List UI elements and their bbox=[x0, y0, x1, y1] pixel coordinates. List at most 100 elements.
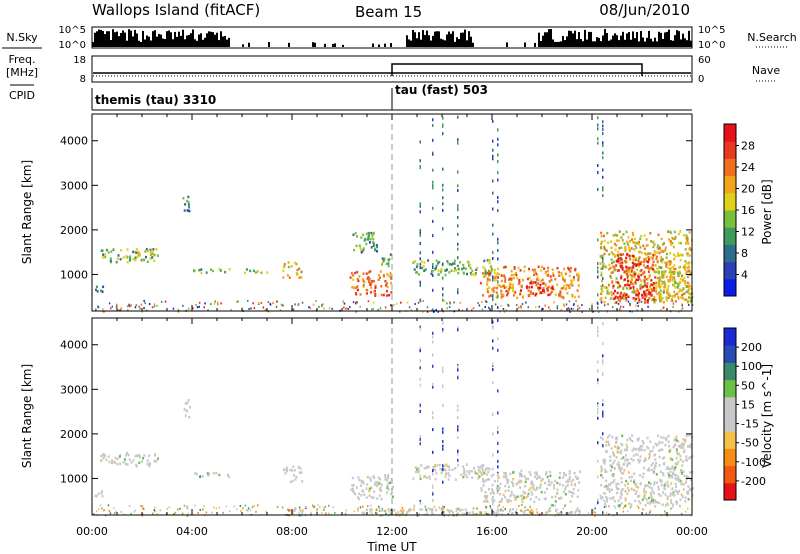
velocity-speckle-cell bbox=[516, 508, 518, 511]
velocity-speckle-cell bbox=[670, 507, 672, 510]
velocity-echo-cell bbox=[360, 480, 363, 484]
power-speckle-cell bbox=[280, 303, 283, 306]
velocity-speckle-cell bbox=[387, 509, 390, 512]
power-echo-cell bbox=[300, 276, 303, 279]
power-echo-cell bbox=[669, 262, 672, 265]
nsky-bar bbox=[664, 32, 666, 47]
power-echo-cell bbox=[627, 246, 630, 249]
power-streak-cell bbox=[492, 251, 494, 255]
velocity-echo-cell bbox=[637, 437, 640, 441]
power-echo-cell bbox=[350, 272, 353, 275]
power-echo-cell bbox=[609, 274, 612, 278]
power-echo-cell bbox=[573, 276, 575, 279]
power-echo-cell bbox=[687, 261, 690, 264]
nsky-bar bbox=[184, 39, 186, 47]
power-echo-cell bbox=[673, 279, 676, 282]
velocity-echo-cell bbox=[567, 512, 570, 515]
power-echo-cell bbox=[645, 238, 648, 241]
power-speckle-cell bbox=[471, 308, 473, 311]
power-echo-cell bbox=[484, 267, 486, 271]
power-echo-cell bbox=[688, 285, 691, 288]
power-echo-cell bbox=[681, 279, 684, 283]
power-echo-cell bbox=[390, 281, 393, 285]
velocity-speckle-cell bbox=[344, 512, 347, 515]
power-echo-cell bbox=[601, 289, 604, 293]
power-echo-cell bbox=[500, 293, 503, 297]
velocity-echo-cell bbox=[689, 445, 692, 449]
power-speckle-cell bbox=[395, 302, 398, 305]
velocity-echo-cell bbox=[299, 509, 302, 512]
power-echo-cell bbox=[510, 278, 513, 282]
power-echo-cell bbox=[603, 286, 606, 289]
velocity-colorbar-tick-label: 200 bbox=[741, 341, 762, 354]
velocity-echo-cell bbox=[373, 483, 376, 486]
velocity-echo-cell bbox=[227, 475, 230, 478]
power-echo-cell bbox=[556, 283, 559, 286]
velocity-echo-cell bbox=[600, 497, 603, 500]
nsky-bar bbox=[570, 30, 572, 47]
power-echo-cell bbox=[486, 290, 489, 293]
velocity-echo-cell bbox=[529, 486, 532, 490]
power-echo-cell bbox=[637, 273, 640, 276]
velocity-echo-cell bbox=[622, 472, 625, 475]
power-echo-cell bbox=[630, 276, 633, 280]
nsearch-label: N.Search bbox=[747, 31, 797, 44]
velocity-speckle-cell bbox=[385, 512, 387, 515]
power-echo-cell bbox=[631, 238, 633, 241]
velocity-echo-cell bbox=[527, 477, 530, 481]
nsky-bar bbox=[448, 31, 450, 47]
power-echo-cell bbox=[622, 253, 625, 256]
nsky-bar bbox=[104, 34, 106, 47]
power-echo-cell bbox=[102, 285, 105, 289]
power-speckle-cell bbox=[116, 303, 118, 306]
nsky-bar bbox=[620, 35, 622, 47]
power-streak-cell bbox=[419, 298, 421, 302]
power-echo-cell bbox=[562, 278, 565, 281]
velocity-echo-cell bbox=[604, 450, 607, 453]
velocity-speckle-cell bbox=[186, 505, 188, 508]
power-streak-cell bbox=[597, 116, 599, 120]
power-streak-cell bbox=[432, 124, 434, 127]
power-speckle-cell bbox=[400, 301, 402, 304]
power-echo-cell bbox=[381, 263, 383, 266]
velocity-speckle-cell bbox=[133, 510, 135, 513]
power-echo-cell bbox=[366, 238, 369, 241]
velocity-echo-cell bbox=[675, 451, 678, 454]
power-echo-cell bbox=[388, 293, 391, 297]
power-echo-cell bbox=[681, 254, 684, 257]
velocity-echo-cell bbox=[600, 436, 603, 439]
power-echo-cell bbox=[435, 259, 438, 262]
power-echo-cell bbox=[602, 263, 605, 266]
velocity-echo-cell bbox=[412, 477, 415, 480]
power-echo-cell bbox=[498, 273, 501, 276]
power-echo-cell bbox=[254, 271, 257, 274]
velocity-echo-cell bbox=[440, 471, 443, 475]
power-speckle-cell bbox=[573, 303, 575, 305]
nsearch-bottom-tick: 10^0 bbox=[698, 40, 725, 51]
power-echo-cell bbox=[638, 243, 641, 246]
nsky-bar bbox=[196, 40, 198, 47]
velocity-echo-cell bbox=[531, 493, 534, 496]
velocity-echo-cell bbox=[663, 484, 666, 487]
power-echo-cell bbox=[611, 271, 614, 274]
velocity-echo-cell bbox=[407, 510, 410, 513]
velocity-echo-cell bbox=[675, 478, 678, 481]
power-echo-cell bbox=[362, 249, 365, 252]
power-echo-cell bbox=[438, 260, 441, 264]
velocity-echo-cell bbox=[481, 473, 483, 477]
velocity-echo-cell bbox=[365, 496, 368, 499]
nsky-bar bbox=[124, 32, 126, 47]
power-echo-cell bbox=[511, 283, 514, 286]
power-echo-cell bbox=[643, 290, 645, 293]
velocity-echo-cell bbox=[530, 490, 533, 494]
velocity-streak-cell bbox=[602, 410, 604, 414]
velocity-echo-cell bbox=[673, 494, 676, 497]
velocity-echo-cell bbox=[138, 455, 141, 459]
power-speckle-cell bbox=[297, 303, 300, 306]
velocity-streak-cell bbox=[497, 472, 499, 476]
power-echo-cell bbox=[654, 276, 657, 279]
power-echo-cell bbox=[535, 284, 538, 287]
velocity-echo-cell bbox=[471, 510, 474, 514]
velocity-echo-cell bbox=[351, 484, 354, 487]
velocity-echo-cell bbox=[490, 474, 493, 478]
